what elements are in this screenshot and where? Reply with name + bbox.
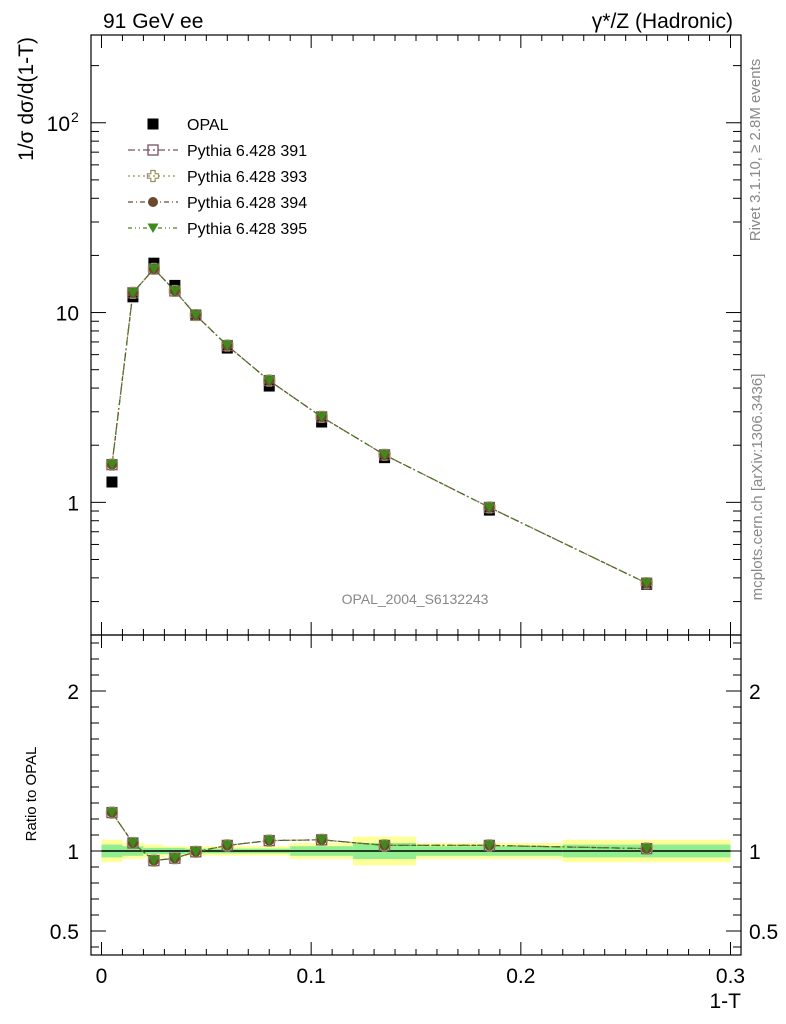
data-point: [221, 840, 233, 851]
data-point: [190, 310, 202, 321]
data-point: [127, 288, 139, 298]
analysis-label: OPAL_2004_S6132243: [342, 591, 489, 607]
data-point: [106, 476, 118, 488]
data-point: [316, 835, 328, 845]
legend-label: Pythia 6.428 391: [187, 143, 307, 160]
data-point: [483, 840, 495, 851]
ratio-panel: 0 0.1 0.2 0.30.5 0.51 12 2: [50, 634, 778, 988]
y-tick-label: 1: [67, 841, 79, 864]
legend-label: Pythia 6.428 395: [187, 221, 307, 238]
data-point: [190, 847, 202, 857]
x-axis-label: 1-T: [710, 990, 742, 1013]
x-tick-label: 0.1: [297, 965, 326, 988]
header-left: 91 GeV ee: [103, 10, 203, 33]
ratio-frame: [90, 634, 742, 956]
data-point: [169, 286, 181, 296]
data-point: [316, 412, 328, 422]
series-line: [111, 812, 647, 862]
data-point: [483, 502, 495, 513]
legend-label: Pythia 6.428 393: [187, 169, 307, 186]
y-tick-label-exponent: 2: [71, 109, 79, 125]
data-point: [641, 578, 653, 589]
data-point: [106, 808, 118, 818]
y-tick-label: 2: [67, 681, 79, 704]
data-point: [221, 341, 233, 351]
y-tick-label: 10: [56, 303, 79, 326]
data-point: [379, 450, 391, 460]
data-point: [147, 118, 159, 130]
data-point: [148, 197, 158, 207]
y-tick-label-right: 1: [749, 841, 761, 864]
rivet-label: Rivet 3.1.10, ≥ 2.8M events: [747, 59, 764, 242]
data-point: [263, 376, 275, 386]
mcplots-label: mcplots.cern.ch [arXiv:1306.3436]: [749, 374, 766, 601]
y-tick-label: 0.5: [50, 921, 79, 944]
data-point: [148, 856, 160, 866]
data-point: [379, 840, 391, 851]
y-tick-label: 10: [47, 113, 70, 136]
y-tick-label-right: 2: [749, 681, 761, 704]
header-right: γ*/Z (Hadronic): [592, 10, 733, 33]
x-tick-label: 0.2: [506, 965, 535, 988]
x-tick-label: 0.3: [716, 965, 745, 988]
y-tick-label-right: 0.5: [749, 921, 778, 944]
data-point: [146, 169, 160, 183]
data-point: [106, 460, 118, 470]
y-tick-label: 1: [67, 492, 79, 515]
data-point: [127, 838, 139, 848]
legend-label: Pythia 6.428 394: [187, 195, 307, 212]
legend-label: OPAL: [187, 117, 229, 134]
x-tick-label: 0: [96, 965, 108, 988]
data-point: [169, 853, 181, 864]
legend: OPAL Pythia 6.428 391 Pythia 6.428 393 Pyth…: [128, 117, 307, 238]
data-point: [263, 836, 275, 846]
series-line: [111, 812, 647, 862]
data-point: [147, 144, 159, 156]
main-ylabel: 1/σ dσ/d(1-T): [15, 37, 38, 161]
data-point: [148, 264, 160, 274]
data-point: [147, 223, 159, 233]
data-point: [641, 844, 653, 854]
ratio-ylabel: Ratio to OPAL: [23, 747, 40, 842]
